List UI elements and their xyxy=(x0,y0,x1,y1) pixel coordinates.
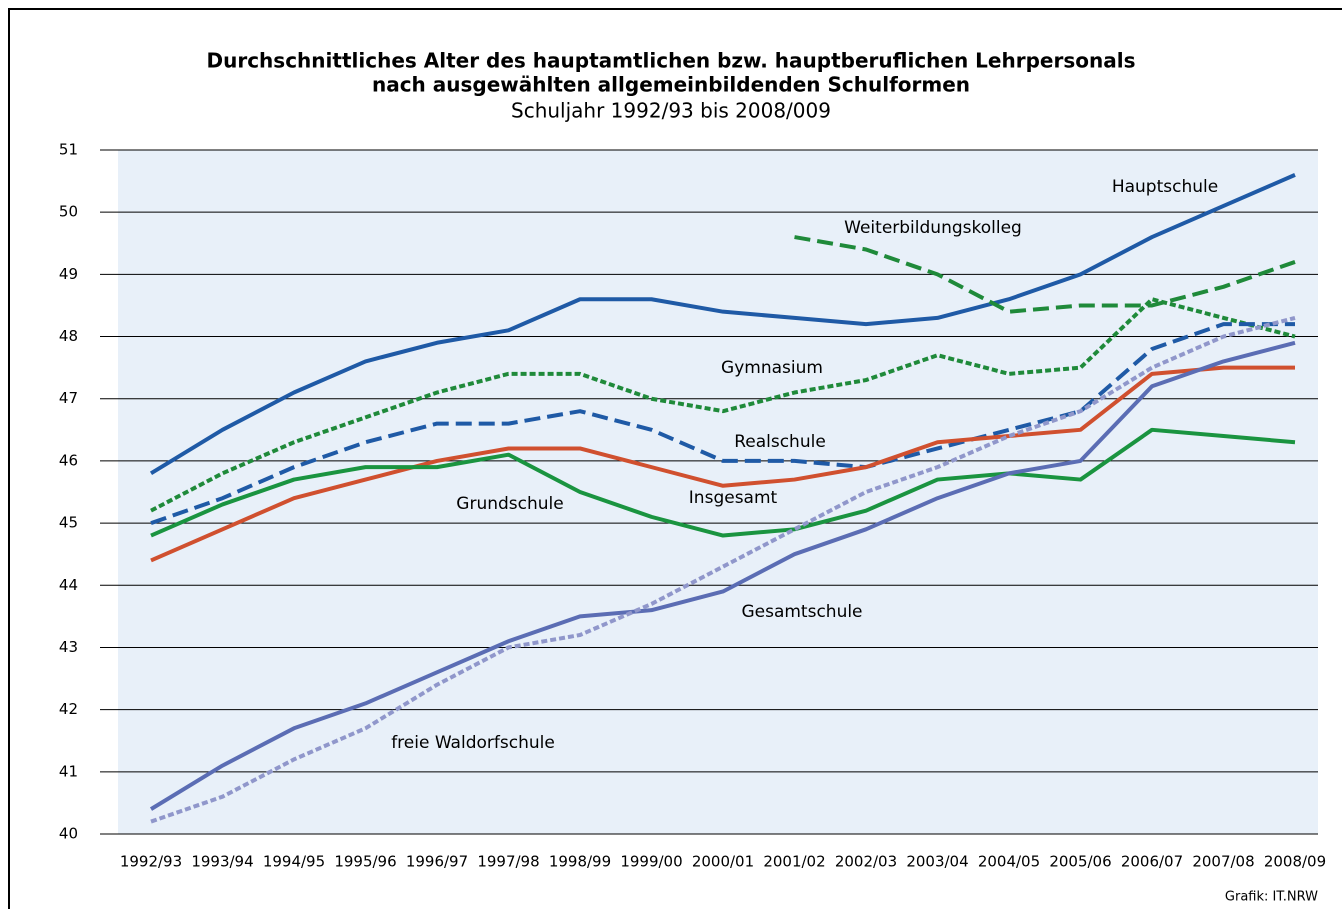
series-label: Gesamtschule xyxy=(741,602,862,622)
x-tick-label: 2002/03 xyxy=(835,853,897,871)
y-tick-label: 41 xyxy=(59,762,78,780)
y-tick-label: 42 xyxy=(59,700,78,718)
series-label: Hauptschule xyxy=(1112,177,1218,197)
x-tick-label: 2005/06 xyxy=(1049,853,1111,871)
series-label: Grundschule xyxy=(456,494,563,514)
series-line xyxy=(150,297,1296,513)
source: Grafik: IT.NRW xyxy=(1225,890,1318,905)
series-label: Gymnasium xyxy=(721,358,823,378)
x-tick-label: 1995/96 xyxy=(334,853,396,871)
y-tick-label: 49 xyxy=(59,265,78,283)
y-tick-label: 50 xyxy=(59,203,78,221)
x-tick-label: 2008/09 xyxy=(1264,853,1326,871)
x-tick-label: 1996/97 xyxy=(406,853,468,871)
y-tick-label: 46 xyxy=(59,451,78,469)
y-tick-label: 40 xyxy=(59,825,78,843)
x-tick-label: 1998/99 xyxy=(549,853,611,871)
frame xyxy=(8,8,1342,909)
y-tick-label: 47 xyxy=(59,389,78,407)
x-tick-label: 1994/95 xyxy=(263,853,325,871)
x-tick-label: 2001/02 xyxy=(763,853,825,871)
series-label: freie Waldorfschule xyxy=(391,733,555,753)
x-tick-label: 2004/05 xyxy=(978,853,1040,871)
y-tick-label: 48 xyxy=(59,327,78,345)
series-label: Insgesamt xyxy=(689,488,778,508)
chart-title: Durchschnittliches Alter des hauptamtlic… xyxy=(207,49,1136,73)
chart-title: nach ausgewählten allgemeinbildenden Sch… xyxy=(372,73,970,97)
x-tick-label: 2006/07 xyxy=(1121,853,1183,871)
series-line xyxy=(150,427,1296,538)
series-line xyxy=(150,365,1295,563)
series-line xyxy=(149,340,1296,811)
series-line xyxy=(794,235,1296,314)
series-line xyxy=(150,315,1296,824)
series-line xyxy=(150,322,1295,525)
y-tick-label: 45 xyxy=(59,514,78,532)
chart-subtitle: Schuljahr 1992/93 bis 2008/009 xyxy=(511,99,831,123)
x-tick-label: 2007/08 xyxy=(1192,853,1254,871)
y-tick-label: 51 xyxy=(59,141,78,159)
x-tick-label: 2003/04 xyxy=(906,853,968,871)
x-tick-label: 1999/00 xyxy=(620,853,682,871)
x-tick-label: 1993/94 xyxy=(191,853,253,871)
x-tick-label: 1992/93 xyxy=(120,853,182,871)
series-label: Weiterbildungskolleg xyxy=(844,218,1022,238)
series-line xyxy=(149,173,1296,476)
series-label: Realschule xyxy=(734,432,826,452)
x-tick-label: 1997/98 xyxy=(477,853,539,871)
y-tick-label: 43 xyxy=(59,638,78,656)
y-tick-label: 44 xyxy=(59,576,78,594)
x-tick-label: 2000/01 xyxy=(692,853,754,871)
